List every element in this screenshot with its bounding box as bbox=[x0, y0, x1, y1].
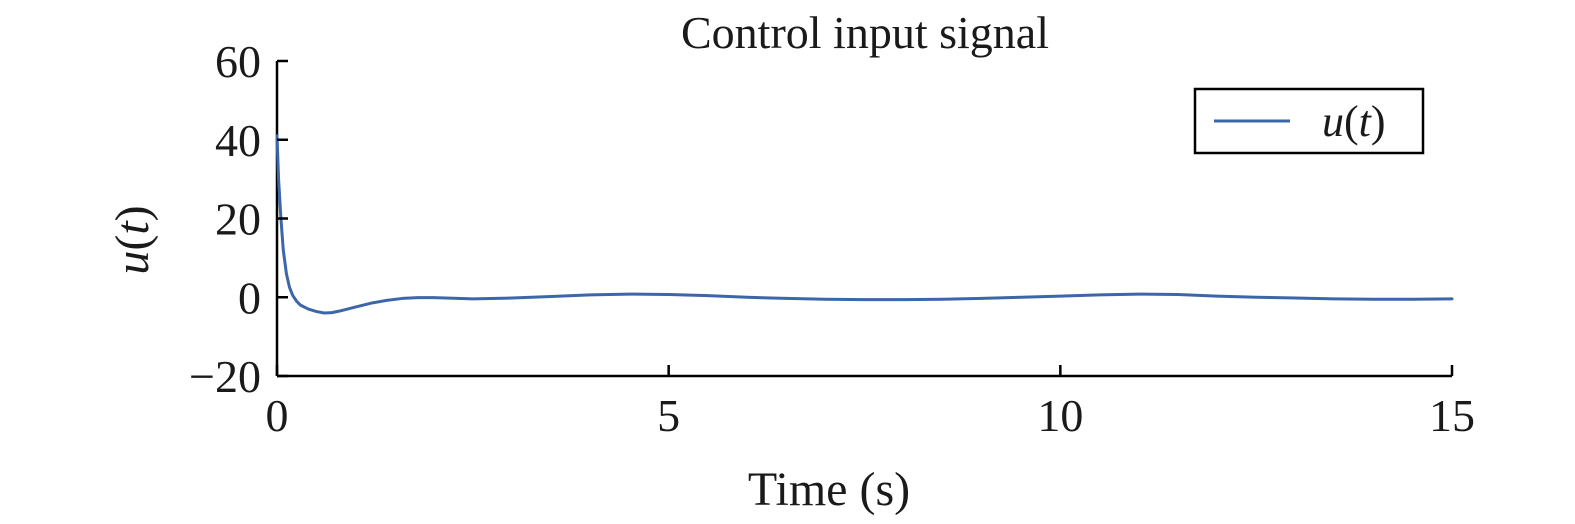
y-tick-label: 40 bbox=[215, 115, 261, 166]
legend: u(t) bbox=[1193, 87, 1425, 155]
y-tick-label: −20 bbox=[189, 351, 261, 402]
legend-entry-var: u bbox=[1322, 97, 1344, 146]
y-axis-ticks: −20 0 20 40 60 bbox=[189, 36, 288, 402]
x-tick-label: 10 bbox=[1037, 390, 1083, 441]
x-tick-label: 15 bbox=[1429, 390, 1475, 441]
x-tick-label: 5 bbox=[657, 390, 680, 441]
y-axis-label-var: u bbox=[106, 251, 159, 275]
chart-title: Control input signal bbox=[681, 7, 1049, 58]
legend-entry-arg: t bbox=[1359, 97, 1373, 146]
y-tick-label: 60 bbox=[215, 36, 261, 87]
y-tick-label: 0 bbox=[238, 272, 261, 323]
series-line-u bbox=[275, 134, 1454, 315]
legend-entry-u: u(t) bbox=[1322, 97, 1386, 146]
x-axis-label: Time (s) bbox=[748, 463, 910, 516]
y-axis-label-open: ( bbox=[106, 235, 159, 251]
y-tick-label: 20 bbox=[215, 194, 261, 245]
x-tick-label: 0 bbox=[266, 390, 289, 441]
legend-entry-close: ) bbox=[1371, 97, 1386, 146]
legend-entry-open: ( bbox=[1344, 97, 1359, 146]
y-axis-label-arg: t bbox=[106, 220, 159, 235]
y-axis-label: u(t) bbox=[106, 205, 159, 274]
y-axis-label-close: ) bbox=[106, 205, 159, 221]
x-axis-ticks: 0 5 10 15 bbox=[266, 365, 1475, 441]
